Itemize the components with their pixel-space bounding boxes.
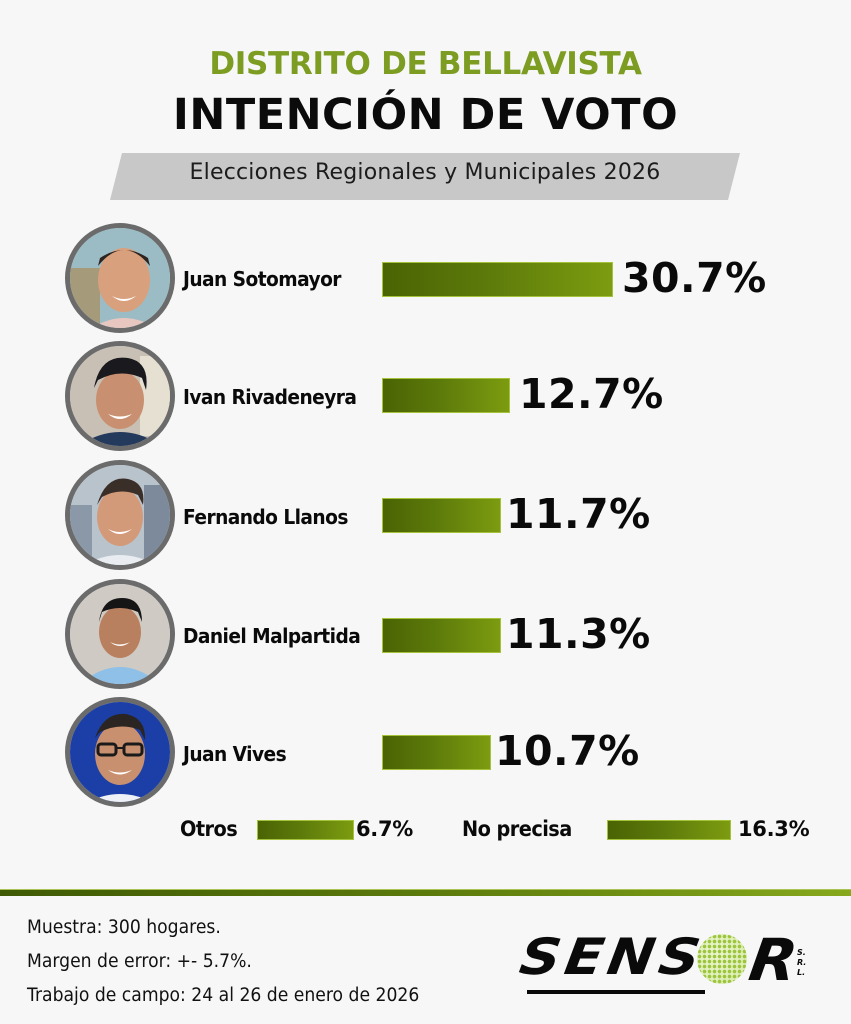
candidate-photo-fernando-llanos	[65, 460, 175, 570]
candidate-name: Juan Vives	[183, 742, 287, 766]
vote-bar	[382, 735, 491, 770]
chart-title: INTENCIÓN DE VOTO	[172, 90, 679, 140]
vote-bar	[382, 378, 510, 413]
vote-bar	[382, 498, 501, 533]
candidate-name: Ivan Rivadeneyra	[183, 385, 357, 409]
vote-percentage: 30.7%	[622, 254, 767, 302]
logo-wordmark: SENS	[515, 928, 709, 986]
undecided-percentage: 16.3%	[738, 817, 810, 841]
margin-of-error-note: Margen de error: +- 5.7%.	[27, 951, 252, 972]
dotted-globe-icon	[697, 934, 747, 984]
sensor-logo: SENS R S. R. L.	[516, 926, 815, 1000]
person-photo-icon	[70, 346, 170, 446]
logo-suffix: S. R. L.	[797, 948, 807, 977]
others-label: Otros	[180, 817, 238, 841]
logo-underline	[527, 990, 705, 994]
vote-bar	[382, 618, 501, 653]
candidate-photo-ivan-rivadeneyra	[65, 341, 175, 451]
others-bar	[257, 820, 354, 840]
vote-bar	[382, 262, 613, 297]
others-percentage: 6.7%	[356, 817, 414, 841]
subtitle-banner	[110, 153, 740, 200]
undecided-label: No precisa	[462, 817, 572, 841]
candidate-name: Juan Sotomayor	[183, 267, 341, 291]
undecided-bar	[607, 820, 731, 840]
vote-percentage: 12.7%	[519, 370, 664, 418]
person-photo-icon	[70, 228, 170, 328]
fieldwork-note: Trabajo de campo: 24 al 26 de enero de 2…	[27, 985, 420, 1006]
candidate-name: Daniel Malpartida	[183, 624, 361, 648]
district-title: DISTRITO DE BELLAVISTA	[209, 46, 642, 82]
person-photo-icon	[70, 465, 170, 565]
person-photo-icon	[70, 584, 170, 684]
subtitle-text: Elecciones Regionales y Municipales 2026	[189, 160, 661, 185]
candidate-photo-juan-vives	[65, 697, 175, 807]
vote-percentage: 10.7%	[495, 727, 640, 775]
logo-wordmark-r: R	[744, 926, 802, 994]
vote-percentage: 11.7%	[506, 490, 651, 538]
candidate-photo-juan-sotomayor	[65, 223, 175, 333]
candidate-name: Fernando Llanos	[183, 505, 348, 529]
sample-note: Muestra: 300 hogares.	[27, 917, 221, 938]
vote-percentage: 11.3%	[506, 610, 651, 658]
candidate-photo-daniel-malpartida	[65, 579, 175, 689]
person-photo-icon	[70, 702, 170, 802]
footer-divider	[0, 889, 851, 896]
